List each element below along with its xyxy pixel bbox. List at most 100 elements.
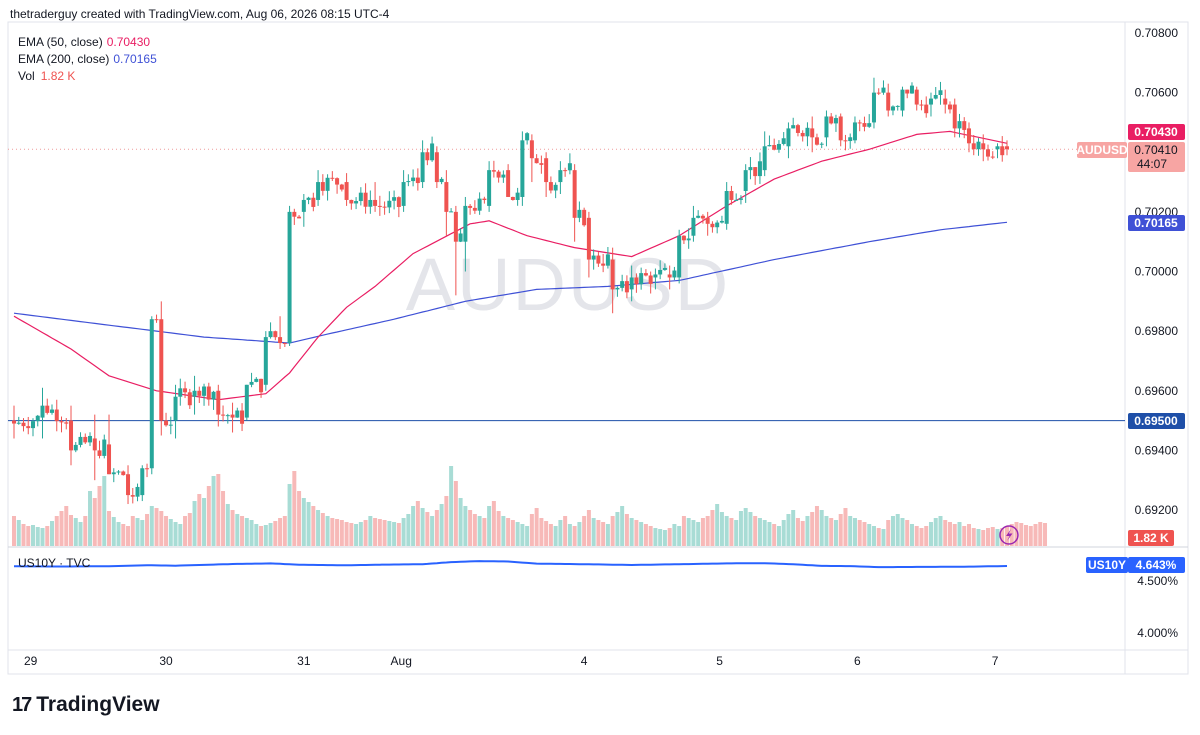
candle-body[interactable] bbox=[35, 415, 40, 422]
candle-body[interactable] bbox=[111, 472, 116, 475]
candle-body[interactable] bbox=[130, 495, 135, 497]
candle-body[interactable] bbox=[591, 255, 596, 260]
candle-body[interactable] bbox=[639, 273, 644, 285]
candle-body[interactable] bbox=[924, 104, 929, 114]
candle-body[interactable] bbox=[710, 223, 715, 228]
candle-body[interactable] bbox=[506, 170, 511, 197]
candle-body[interactable] bbox=[586, 217, 591, 260]
candle-body[interactable] bbox=[824, 116, 829, 138]
candle-body[interactable] bbox=[914, 89, 919, 105]
candle-body[interactable] bbox=[197, 390, 202, 396]
candle-body[interactable] bbox=[629, 277, 634, 290]
candle-body[interactable] bbox=[938, 90, 943, 95]
candle-body[interactable] bbox=[178, 388, 183, 397]
candle-body[interactable] bbox=[392, 197, 397, 201]
candle-body[interactable] bbox=[21, 422, 26, 427]
candle-body[interactable] bbox=[947, 104, 952, 110]
candle-body[interactable] bbox=[263, 337, 268, 385]
candle-body[interactable] bbox=[31, 421, 36, 429]
candle-body[interactable] bbox=[515, 192, 520, 200]
candle-body[interactable] bbox=[335, 178, 340, 185]
candle-body[interactable] bbox=[192, 390, 197, 397]
candle-body[interactable] bbox=[211, 391, 216, 400]
candle-body[interactable] bbox=[890, 106, 895, 111]
candle-body[interactable] bbox=[757, 161, 762, 177]
candle-body[interactable] bbox=[871, 92, 876, 123]
candle-body[interactable] bbox=[810, 128, 815, 138]
candle-body[interactable] bbox=[819, 143, 824, 145]
candle-body[interactable] bbox=[719, 220, 724, 223]
candlestick-series[interactable] bbox=[12, 77, 1009, 505]
candle-body[interactable] bbox=[368, 199, 373, 207]
candle-body[interactable] bbox=[387, 200, 392, 208]
candle-body[interactable] bbox=[648, 275, 653, 284]
candle-body[interactable] bbox=[396, 197, 401, 207]
candle-body[interactable] bbox=[795, 125, 800, 133]
candle-body[interactable] bbox=[667, 274, 672, 278]
candle-body[interactable] bbox=[867, 123, 872, 127]
candle-body[interactable] bbox=[928, 98, 933, 105]
candle-body[interactable] bbox=[382, 206, 387, 208]
candle-body[interactable] bbox=[458, 233, 463, 242]
candle-body[interactable] bbox=[814, 137, 819, 145]
candle-body[interactable] bbox=[83, 436, 88, 443]
tradingview-logo[interactable]: 17 TradingView bbox=[12, 693, 160, 717]
candle-body[interactable] bbox=[496, 171, 501, 178]
candle-body[interactable] bbox=[330, 177, 335, 179]
candle-body[interactable] bbox=[145, 468, 150, 470]
candle-body[interactable] bbox=[244, 384, 249, 418]
candle-body[interactable] bbox=[539, 163, 544, 165]
candle-body[interactable] bbox=[354, 201, 359, 204]
candle-body[interactable] bbox=[643, 273, 648, 276]
us10y-line[interactable] bbox=[14, 560, 1008, 569]
candle-body[interactable] bbox=[64, 422, 69, 424]
candle-body[interactable] bbox=[88, 435, 93, 443]
candle-body[interactable] bbox=[933, 94, 938, 99]
legend-ema50[interactable]: EMA (50, close) 0.70430 bbox=[18, 34, 157, 51]
candle-body[interactable] bbox=[700, 215, 705, 219]
candle-body[interactable] bbox=[966, 128, 971, 144]
candle-body[interactable] bbox=[952, 104, 957, 129]
candle-body[interactable] bbox=[605, 254, 610, 266]
candle-body[interactable] bbox=[985, 149, 990, 157]
candle-body[interactable] bbox=[73, 444, 78, 451]
candle-body[interactable] bbox=[857, 122, 862, 124]
candle-body[interactable] bbox=[268, 331, 273, 338]
candle-body[interactable] bbox=[425, 152, 430, 161]
candle-body[interactable] bbox=[691, 217, 696, 236]
candle-body[interactable] bbox=[900, 89, 905, 111]
candle-body[interactable] bbox=[677, 235, 682, 278]
candle-body[interactable] bbox=[558, 170, 563, 183]
candle-body[interactable] bbox=[316, 182, 321, 200]
candle-body[interactable] bbox=[767, 145, 772, 147]
candle-body[interactable] bbox=[734, 199, 739, 201]
candle-body[interactable] bbox=[278, 337, 283, 344]
candle-body[interactable] bbox=[624, 281, 629, 293]
candle-body[interactable] bbox=[715, 222, 720, 228]
candle-body[interactable] bbox=[420, 152, 425, 183]
candle-body[interactable] bbox=[729, 191, 734, 200]
candle-body[interactable] bbox=[301, 199, 306, 212]
candle-body[interactable] bbox=[501, 174, 506, 178]
candle-body[interactable] bbox=[886, 92, 891, 111]
candle-body[interactable] bbox=[582, 209, 587, 226]
candle-body[interactable] bbox=[529, 140, 534, 159]
candle-body[interactable] bbox=[373, 199, 378, 206]
price-scale[interactable]: 0.708000.706000.704000.702000.700000.698… bbox=[1135, 26, 1179, 517]
candle-body[interactable] bbox=[183, 388, 188, 393]
candle-body[interactable] bbox=[439, 178, 444, 183]
candle-body[interactable] bbox=[596, 255, 601, 264]
candle-body[interactable] bbox=[358, 192, 363, 202]
candle-body[interactable] bbox=[225, 415, 230, 417]
candle-body[interactable] bbox=[92, 438, 97, 451]
candle-body[interactable] bbox=[78, 436, 83, 445]
us10y-legend[interactable]: US10Y · TVC bbox=[18, 556, 90, 570]
candle-body[interactable] bbox=[159, 319, 164, 421]
candle-body[interactable] bbox=[463, 205, 468, 242]
candle-body[interactable] bbox=[206, 386, 211, 400]
candle-body[interactable] bbox=[249, 381, 254, 385]
candle-body[interactable] bbox=[406, 181, 411, 183]
candle-body[interactable] bbox=[259, 378, 264, 393]
candle-body[interactable] bbox=[995, 146, 1000, 150]
candle-body[interactable] bbox=[601, 263, 606, 266]
